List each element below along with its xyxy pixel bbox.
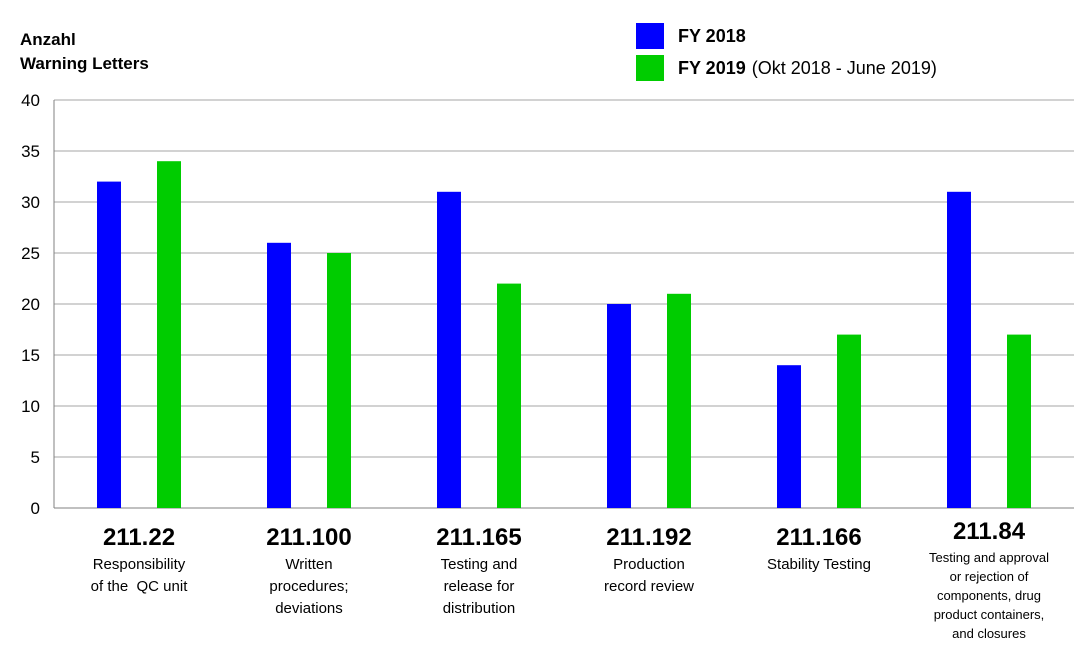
- category-description-line: Testing and: [440, 556, 518, 573]
- bar-fy2018-211-100: [267, 242, 291, 509]
- legend-item-fy2019: FY 2019 (Okt 2018 - June 2019): [636, 52, 937, 84]
- category-description: Testing and release for distribution: [394, 554, 564, 620]
- category-label: 211.100 Written procedures; deviations: [224, 524, 394, 620]
- legend: FY 2018 FY 2019 (Okt 2018 - June 2019): [636, 20, 937, 84]
- category-description-line: or rejection of: [949, 569, 1029, 584]
- bar-fy2018-211-165: [437, 191, 461, 509]
- bar-fy2019-211-192: [667, 293, 691, 508]
- category-description-line: of the QC unit: [90, 578, 188, 595]
- category-description-line: procedures;: [269, 578, 349, 595]
- category-description: Testing and approval or rejection of compo…: [904, 548, 1074, 643]
- legend-label-fy2018: FY 2018: [678, 25, 746, 46]
- y-tick-label: 35: [21, 142, 40, 161]
- category-code: 211.84: [952, 518, 1026, 545]
- bar-fy2019-211-84: [1007, 334, 1031, 508]
- category-code: 211.192: [606, 524, 692, 551]
- legend-swatch-fy2019: [636, 55, 664, 81]
- category-description: Responsibility of the QC unit: [54, 554, 224, 598]
- y-tick-label: 0: [31, 499, 40, 518]
- bar-fy2018-211-84: [947, 191, 971, 509]
- category-label: 211.84 Testing and approval or rejection o…: [904, 518, 1074, 643]
- category-description: Production record review: [564, 554, 734, 598]
- legend-label-fy2019: FY 2019: [678, 57, 746, 78]
- bar-fy2019-211-22: [157, 161, 181, 508]
- y-axis-title: Anzahl Warning Letters: [20, 28, 149, 76]
- category-description-line: product containers,: [933, 607, 1045, 622]
- bar-fy2018-211-192: [607, 304, 631, 508]
- y-tick-label: 15: [21, 346, 40, 365]
- category-label: 211.22 Responsibility of the QC unit: [54, 524, 224, 598]
- category-description-line: Production: [613, 556, 685, 573]
- category-description-line: Stability Testing: [767, 556, 871, 573]
- category-description-line: Testing and approval: [929, 550, 1049, 565]
- bar-fy2018-211-166: [777, 365, 801, 508]
- category-description-line: Responsibility: [92, 556, 186, 573]
- category-description: Written procedures; deviations: [224, 554, 394, 620]
- category-description-line: record review: [603, 578, 695, 595]
- category-description-line: components, drug: [936, 588, 1042, 603]
- bar-fy2019-211-165: [497, 283, 521, 508]
- category-code: 211.166: [776, 524, 862, 551]
- category-description: Stability Testing: [734, 554, 904, 576]
- category-label: 211.192 Production record review: [564, 524, 734, 598]
- legend-swatch-fy2018: [636, 23, 664, 49]
- category-description-line: deviations: [275, 600, 343, 617]
- y-tick-label: 25: [21, 244, 40, 263]
- category-description-line: Written: [285, 556, 333, 573]
- category-label: 211.166 Stability Testing: [734, 524, 904, 576]
- category-code: 211.100: [266, 524, 352, 551]
- legend-item-fy2018: FY 2018: [636, 20, 937, 52]
- bar-fy2018-211-22: [97, 181, 121, 508]
- y-tick-label: 30: [21, 193, 40, 212]
- y-tick-label: 40: [21, 91, 40, 110]
- y-axis-title-line1: Anzahl: [20, 30, 76, 49]
- bar-fy2019-211-166: [837, 334, 861, 508]
- legend-note-fy2019: (Okt 2018 - June 2019): [751, 57, 937, 78]
- category-code: 211.165: [436, 524, 522, 551]
- category-code: 211.22: [102, 524, 176, 551]
- category-description-line: and closures: [952, 626, 1026, 641]
- category-description-line: release for: [443, 578, 515, 595]
- y-axis-title-line2: Warning Letters: [20, 54, 149, 73]
- y-tick-label: 5: [31, 448, 40, 467]
- y-tick-label: 10: [21, 397, 40, 416]
- y-tick-label: 20: [21, 295, 40, 314]
- category-label: 211.165 Testing and release for distributio…: [394, 524, 564, 620]
- category-description-line: distribution: [442, 600, 516, 617]
- bar-fy2019-211-100: [327, 253, 351, 508]
